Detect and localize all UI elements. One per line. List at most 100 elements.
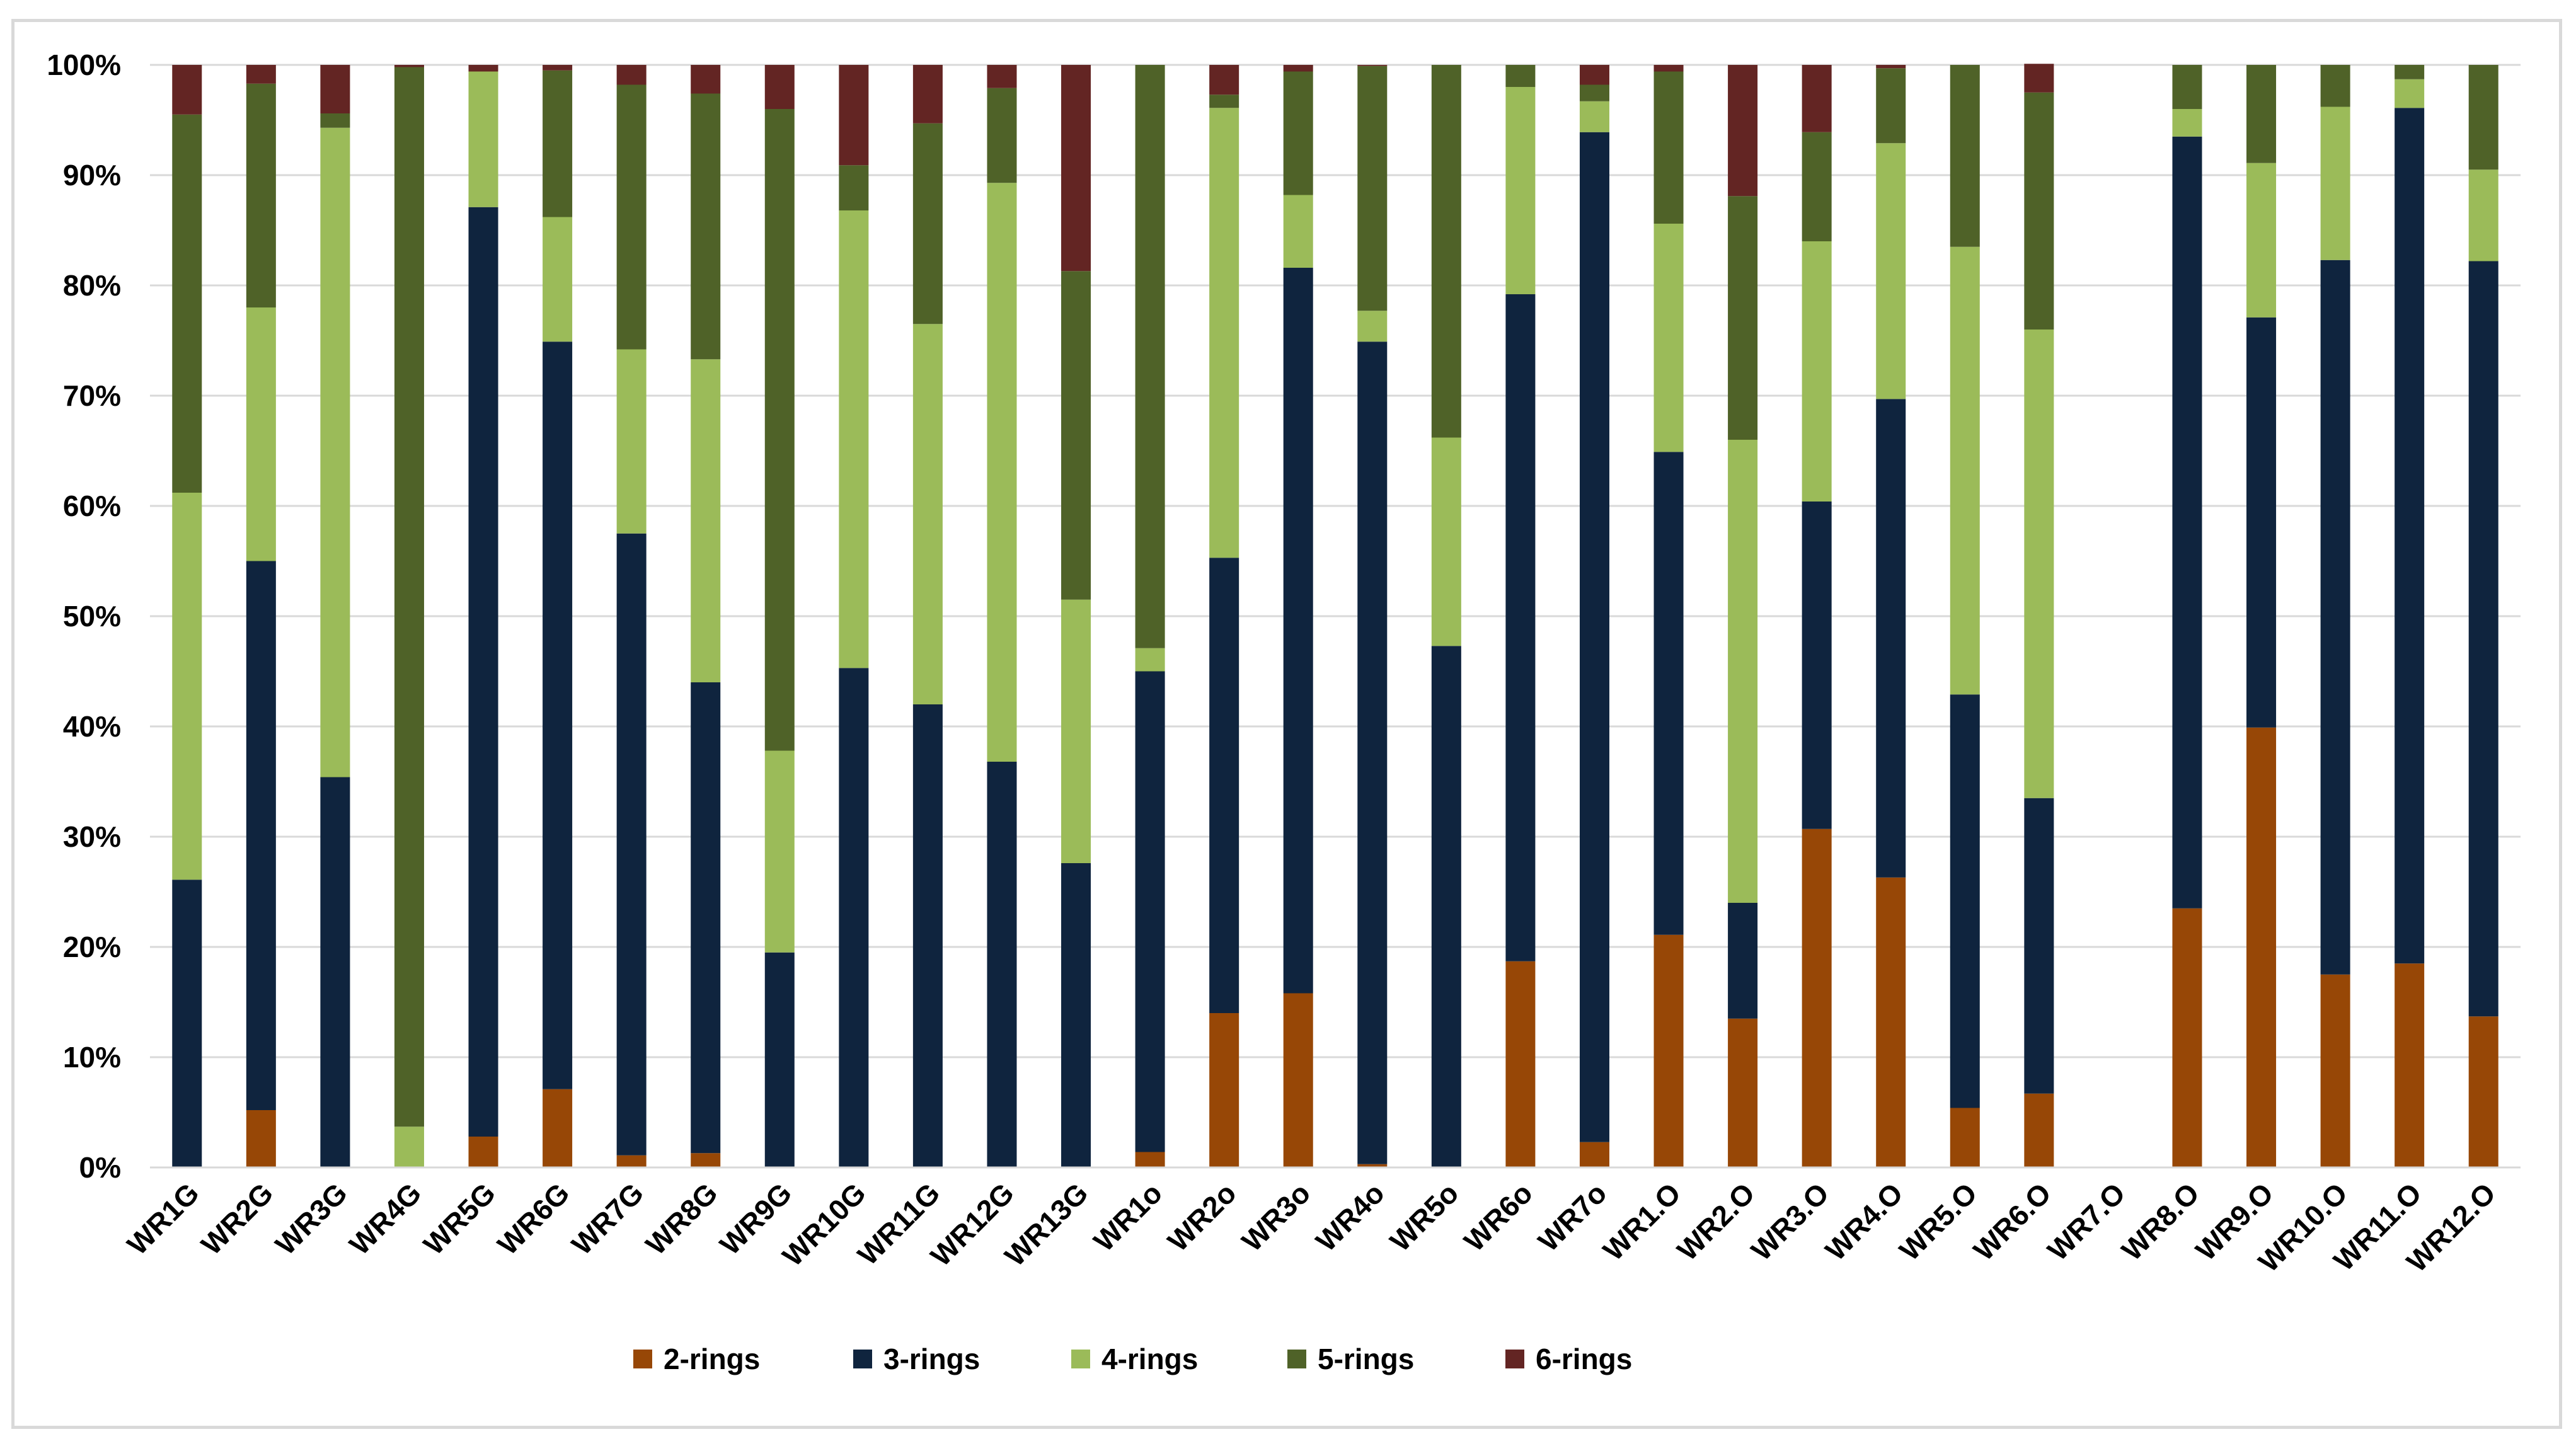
bar-segment-4-rings xyxy=(172,493,202,880)
bar-segment-4-rings xyxy=(1209,108,1239,558)
bar-segment-6-rings xyxy=(1579,65,1609,85)
bar-segment-3-rings xyxy=(1061,863,1091,1167)
bar-segment-4-rings xyxy=(1802,241,1832,502)
bar-segment-5-rings xyxy=(839,165,869,210)
y-tick-label: 80% xyxy=(63,269,121,302)
bar-segment-4-rings xyxy=(1283,195,1313,268)
bar-segment-5-rings xyxy=(1357,66,1388,311)
bar-segment-3-rings xyxy=(1505,294,1536,961)
y-tick-label: 30% xyxy=(63,820,121,853)
x-tick-label: WR6G xyxy=(491,1176,575,1261)
bar-segment-4-rings xyxy=(1357,311,1388,342)
bar-stack xyxy=(691,65,721,1167)
bar-segment-4-rings xyxy=(2172,109,2202,137)
bar-stack xyxy=(543,65,573,1167)
bar-segment-5-rings xyxy=(1209,95,1239,108)
x-tick-label: WR7.O xyxy=(2041,1176,2131,1266)
bar-segment-3-rings xyxy=(1653,452,1684,935)
x-tick-label: WR5G xyxy=(417,1176,502,1261)
bar-segment-4-rings xyxy=(616,349,647,534)
bar-segment-4-rings xyxy=(987,183,1017,762)
bar-segment-3-rings xyxy=(2395,108,2425,964)
bar-segment-2-rings xyxy=(2246,727,2277,1167)
bar-segment-3-rings xyxy=(839,668,869,1167)
y-tick-label: 100% xyxy=(47,49,121,81)
bar-segment-3-rings xyxy=(1579,132,1609,1142)
bar-stack xyxy=(1357,65,1388,1167)
legend-item: 2-rings xyxy=(633,1343,760,1375)
bar-segment-3-rings xyxy=(987,762,1017,1167)
bar-segment-3-rings xyxy=(616,533,647,1155)
bar-stack xyxy=(1061,65,1091,1167)
bar-segment-4-rings xyxy=(2320,106,2350,260)
bar-segment-2-rings xyxy=(1876,877,1906,1167)
bar-stack xyxy=(1802,65,1832,1167)
bar-segment-3-rings xyxy=(1950,694,1980,1108)
bar-segment-6-rings xyxy=(468,65,498,72)
bar-stack xyxy=(1283,65,1313,1167)
x-tick-label: WR10G xyxy=(776,1176,871,1272)
x-tick-label: WR8.O xyxy=(2115,1176,2205,1266)
x-tick-label: WR2o xyxy=(1161,1176,1243,1258)
bar-segment-6-rings xyxy=(1283,65,1313,72)
bar-segment-6-rings xyxy=(1357,65,1388,66)
bar-segment-3-rings xyxy=(1283,268,1313,994)
bar-segment-6-rings xyxy=(616,65,647,85)
bar-segment-5-rings xyxy=(394,67,424,1127)
x-tick-label: WR8G xyxy=(639,1176,723,1261)
legend: 2-rings 3-rings 4-rings 5-rings 6-rings xyxy=(633,1343,1632,1375)
legend-label: 2-rings xyxy=(664,1343,760,1375)
bar-segment-5-rings xyxy=(2246,65,2277,163)
bar-segment-5-rings xyxy=(1802,132,1832,241)
x-tick-label: WR2.O xyxy=(1670,1176,1761,1266)
x-tick-label: WR5.O xyxy=(1893,1176,1983,1266)
bar-segment-6-rings xyxy=(1209,65,1239,95)
bar-segment-5-rings xyxy=(764,109,795,751)
legend-item: 3-rings xyxy=(853,1343,980,1375)
bar-segment-6-rings xyxy=(543,65,573,71)
bar-segment-4-rings xyxy=(839,210,869,668)
bar-segment-2-rings xyxy=(1728,1018,1758,1167)
bar-segment-4-rings xyxy=(320,127,350,777)
x-tick-label: WR5o xyxy=(1383,1176,1464,1258)
bar-segment-5-rings xyxy=(987,88,1017,183)
bar-segment-5-rings xyxy=(1505,65,1536,87)
bar-segment-4-rings xyxy=(543,217,573,342)
bar-segment-6-rings xyxy=(1653,65,1684,72)
bar-segment-4-rings xyxy=(394,1127,424,1167)
bar-segment-5-rings xyxy=(2024,92,2054,330)
bar-segment-5-rings xyxy=(172,114,202,493)
x-tick-label: WR4.O xyxy=(1819,1176,1909,1266)
bar-segment-3-rings xyxy=(2172,136,2202,909)
bar-segment-2-rings xyxy=(2320,974,2350,1167)
bar-segment-3-rings xyxy=(2320,260,2350,975)
y-tick-label: 50% xyxy=(63,600,121,633)
bar-segment-5-rings xyxy=(691,93,721,360)
bar-segment-2-rings xyxy=(246,1110,276,1167)
legend-swatch xyxy=(853,1350,872,1368)
legend-item: 6-rings xyxy=(1505,1343,1632,1375)
bar-segment-3-rings xyxy=(691,682,721,1154)
bar-segment-3-rings xyxy=(320,777,350,1167)
bar-segment-5-rings xyxy=(616,84,647,350)
bar-segment-6-rings xyxy=(172,65,202,115)
bar-segment-6-rings xyxy=(394,65,424,67)
bar-stack xyxy=(1876,65,1906,1167)
bar-stack xyxy=(2172,65,2202,1167)
legend-swatch xyxy=(1287,1350,1306,1368)
bar-stack xyxy=(764,65,795,1167)
bar-stack xyxy=(1431,65,1461,1167)
legend-label: 4-rings xyxy=(1101,1343,1198,1375)
bar-segment-3-rings xyxy=(1135,671,1165,1152)
bar-segment-6-rings xyxy=(1061,65,1091,272)
bar-segment-6-rings xyxy=(320,65,350,113)
bar-segment-5-rings xyxy=(246,83,276,307)
bar-segment-5-rings xyxy=(320,113,350,128)
legend-swatch xyxy=(633,1350,652,1368)
bar-segment-6-rings xyxy=(764,65,795,109)
bar-stack xyxy=(1505,65,1536,1167)
bar-segment-4-rings xyxy=(2395,79,2425,108)
x-tick-label: WR13G xyxy=(998,1176,1094,1272)
bar-segment-2-rings xyxy=(1283,993,1313,1167)
bar-segment-3-rings xyxy=(2468,261,2498,1017)
